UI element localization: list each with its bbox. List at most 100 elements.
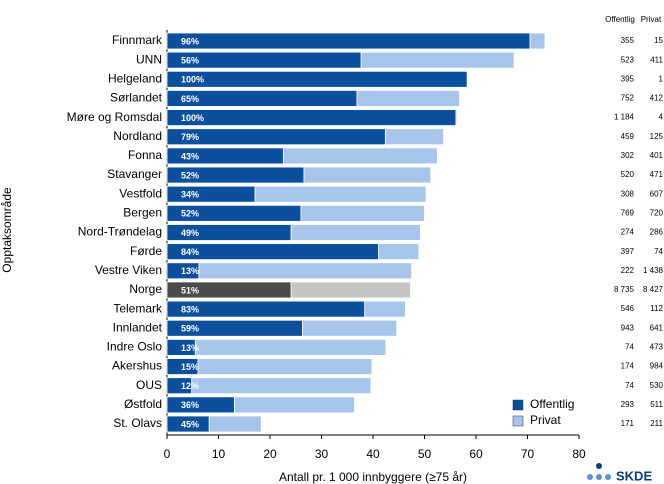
table-cell: 1 <box>659 74 664 83</box>
table-cell: 8 735 <box>614 285 635 294</box>
percent-label: 96% <box>181 36 199 46</box>
percent-label: 43% <box>181 151 199 161</box>
x-tick-label: 40 <box>366 447 380 461</box>
table-header: Privat <box>641 15 662 24</box>
percent-label: 52% <box>181 209 199 219</box>
percent-label: 51% <box>181 285 199 295</box>
logo-dot <box>605 474 611 480</box>
bar-segment <box>197 358 373 375</box>
category-label: Fonna <box>128 148 162 162</box>
table-cell: 125 <box>650 132 664 141</box>
bar-segment <box>466 70 469 88</box>
percent-label: 36% <box>181 400 199 410</box>
table-cell: 769 <box>621 208 635 217</box>
table-header: Offentlig <box>605 15 635 24</box>
logo-dot <box>596 463 602 469</box>
table-cell: 1 438 <box>643 266 664 275</box>
percent-label: 59% <box>181 324 199 334</box>
table-cell: 546 <box>621 304 635 313</box>
bar-segment <box>166 396 235 414</box>
table-cell: 74 <box>654 247 663 256</box>
table-cell: 984 <box>650 362 664 371</box>
category-label: Telemark <box>113 301 163 315</box>
table-cell: 112 <box>650 304 663 313</box>
legend-label: Offentlig <box>530 397 574 411</box>
category-label: Akershus <box>112 359 162 373</box>
bar-segment <box>302 319 398 337</box>
x-tick-label: 70 <box>521 447 535 461</box>
table-cell: 395 <box>621 74 635 83</box>
table-cell: 473 <box>650 343 664 352</box>
logo-dot <box>587 474 593 480</box>
table-cell: 171 <box>621 419 635 428</box>
bar-segment <box>191 377 372 395</box>
bar-segment <box>166 32 531 50</box>
logo-dot <box>596 474 602 480</box>
category-label: Vestre Viken <box>95 263 162 277</box>
percent-label: 45% <box>181 419 199 429</box>
bar-segment <box>529 32 546 50</box>
table-cell: 607 <box>650 189 664 198</box>
bar-segment <box>166 109 457 126</box>
percent-label: 12% <box>181 381 199 391</box>
category-label: Norge <box>129 282 162 296</box>
percent-label: 13% <box>181 343 199 353</box>
bar-segment <box>166 128 386 146</box>
percent-label: 13% <box>181 266 199 276</box>
table-cell: 8 427 <box>643 285 664 294</box>
table-cell: 74 <box>625 343 634 352</box>
table-cell: 293 <box>621 400 635 409</box>
x-tick-label: 80 <box>572 447 586 461</box>
category-label: Møre og Romsdal <box>67 110 162 124</box>
percent-label: 56% <box>181 56 199 66</box>
category-label: Sørlandet <box>110 91 163 105</box>
bar-segment <box>384 128 444 146</box>
percent-label: 84% <box>181 247 199 257</box>
bar-segment <box>194 338 387 356</box>
x-tick-label: 60 <box>469 447 483 461</box>
bar-segment <box>282 147 438 165</box>
table-cell: 523 <box>621 55 635 64</box>
percent-label: 65% <box>181 94 199 104</box>
logo: SKDE <box>587 463 652 483</box>
bar-segment <box>378 243 420 261</box>
table-cell: 355 <box>621 36 635 45</box>
percent-label: 49% <box>181 228 199 238</box>
logo-text: SKDE <box>616 468 652 483</box>
category-label: Vestfold <box>119 186 162 200</box>
table-cell: 286 <box>650 228 664 237</box>
table-cell: 641 <box>650 323 664 332</box>
table-cell: 412 <box>650 94 664 103</box>
category-label: Østfold <box>124 397 162 411</box>
bar-segment <box>303 166 432 184</box>
percent-label: 34% <box>181 190 199 200</box>
bar-segment <box>360 51 515 69</box>
category-label: Indre Oslo <box>107 340 163 354</box>
x-tick-label: 10 <box>212 447 226 461</box>
table-cell: 397 <box>621 247 635 256</box>
table-cell: 1 184 <box>614 113 635 122</box>
bar-segment <box>198 262 413 280</box>
percent-label: 100% <box>181 75 204 85</box>
percent-label: 52% <box>181 170 199 180</box>
table-cell: 720 <box>650 208 664 217</box>
legend-label: Privat <box>530 413 561 427</box>
x-axis-label: Antall pr. 1 000 innbyggere (≥75 år) <box>279 470 467 484</box>
table-cell: 15 <box>654 36 663 45</box>
percent-label: 15% <box>181 362 199 372</box>
table-cell: 308 <box>621 189 635 198</box>
category-label: Bergen <box>123 206 162 220</box>
bar-segment <box>364 300 406 318</box>
x-tick-label: 30 <box>315 447 329 461</box>
category-label: St. Olavs <box>113 416 162 430</box>
table-cell: 174 <box>621 362 635 371</box>
x-tick-label: 20 <box>263 447 277 461</box>
category-label: Førde <box>130 244 162 258</box>
x-tick-label: 0 <box>164 447 171 461</box>
x-tick-label: 50 <box>418 447 432 461</box>
bar-segment <box>208 415 262 433</box>
table-cell: 520 <box>621 170 635 179</box>
bar-segment <box>455 109 458 126</box>
bar-segment <box>254 185 427 203</box>
